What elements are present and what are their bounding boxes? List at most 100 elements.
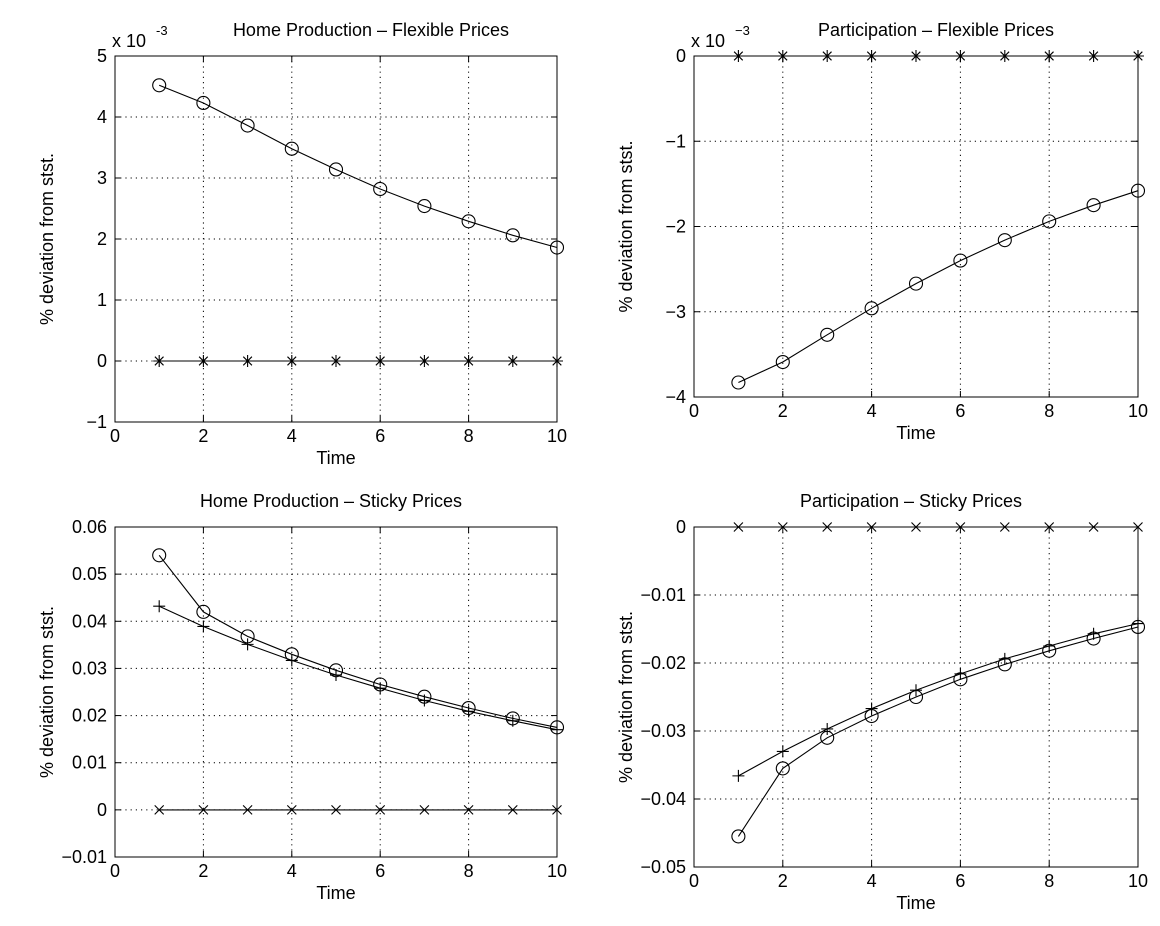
data-point [153,600,166,613]
data-point [152,548,167,563]
data-point [1043,640,1056,652]
x-axis-label: Time [316,883,355,903]
y-tick-label: 0.04 [72,611,107,631]
data-point [821,722,834,735]
y-tick-label: 0 [676,46,686,66]
data-point [911,522,921,532]
data-point [864,301,879,316]
data-point [775,354,790,370]
data-point [955,522,966,532]
series-2 [732,50,1144,62]
data-point [552,804,562,815]
data-point [241,355,254,367]
data-point [1042,214,1057,229]
x-tick-label: 6 [955,871,965,891]
data-point [777,522,788,532]
data-point [1130,183,1146,198]
x-tick-label: 4 [867,871,877,891]
data-point [733,522,744,532]
series-line [738,190,1139,383]
data-point [196,604,211,619]
chart-title: Participation – Flexible Prices [818,20,1054,40]
y-tick-label: −0.02 [640,653,686,673]
y-tick-label: 4 [97,107,107,127]
data-point [732,50,745,62]
data-point [152,78,167,93]
data-point [1133,522,1143,532]
y-tick-label: −0.04 [640,789,686,809]
scale-exponent: -3 [156,23,168,38]
data-point [463,804,474,815]
series-line [158,605,558,731]
x-tick-label: 0 [689,871,699,891]
y-tick-label: 1 [97,290,107,310]
data-point [999,522,1010,532]
x-tick-label: 4 [287,861,297,881]
chart-title: Home Production – Flexible Prices [233,20,509,40]
data-point [285,355,298,367]
y-tick-label: 2 [97,229,107,249]
x-tick-label: 0 [110,861,120,881]
data-point [997,233,1012,248]
chart-panel-3: 0 2 4 6 8 10−0.0100.010.020.030.040.050.06Tim… [37,491,567,903]
y-axis-label: % deviation from stst. [616,140,636,312]
data-point [1087,50,1100,62]
data-point [374,682,387,695]
data-point [330,355,342,367]
x-tick-label: 2 [778,401,788,421]
y-tick-label: −1 [665,131,686,151]
series-line [738,623,1139,777]
data-point [461,214,476,229]
data-point [954,50,967,62]
x-axis-label: Time [896,893,935,913]
y-tick-label: 0 [676,517,686,537]
data-point [1043,50,1056,62]
data-point [197,355,210,367]
scale-label: x 10 [112,31,146,51]
data-point [198,804,209,815]
data-point [285,654,298,667]
y-tick-label: 0.06 [72,517,107,537]
scale-label: x 10 [691,31,725,51]
plot-frame [693,55,1139,398]
x-tick-label: 0 [689,401,699,421]
y-tick-label: −0.03 [640,721,686,741]
y-tick-label: 0.05 [72,564,107,584]
data-point [1132,617,1144,630]
data-point [506,355,519,367]
x-tick-label: 10 [1128,401,1148,421]
x-tick-label: 2 [198,426,208,446]
y-tick-label: −1 [86,412,107,432]
x-tick-label: 6 [375,426,385,446]
data-point [910,684,922,697]
data-point [153,355,166,367]
series-1 [731,183,1146,390]
y-tick-label: 0.03 [72,658,107,678]
y-tick-label: 0 [97,800,107,820]
series-line [158,84,558,249]
data-point [330,669,342,682]
data-point [154,804,165,815]
data-point [822,522,833,532]
data-point [506,714,519,727]
y-tick-label: −3 [665,302,686,322]
x-axis-label: Time [316,448,355,468]
data-point [196,95,211,111]
x-tick-label: 8 [464,861,474,881]
y-tick-label: 0.02 [72,706,107,726]
y-tick-label: 3 [97,168,107,188]
data-point [462,705,475,718]
series-1 [152,548,565,735]
y-tick-label: −0.05 [640,857,686,877]
data-point [419,804,430,815]
x-tick-label: 0 [110,426,120,446]
series-line [737,626,1139,837]
x-tick-label: 4 [867,401,877,421]
x-tick-label: 8 [1044,401,1054,421]
x-axis-label: Time [896,423,935,443]
data-point [908,276,924,291]
data-point [551,355,563,367]
y-axis-label: % deviation from stst. [37,606,57,778]
data-point [549,240,565,255]
